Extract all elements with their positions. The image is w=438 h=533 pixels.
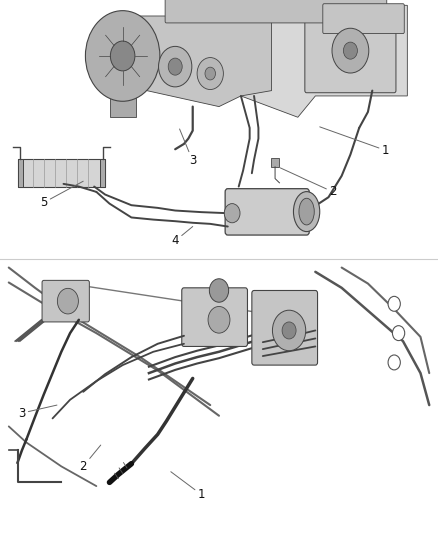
Circle shape (110, 41, 135, 71)
Circle shape (388, 296, 400, 311)
Circle shape (159, 46, 192, 87)
Bar (0, 259, 438, 533)
Text: 2: 2 (79, 445, 101, 473)
Text: 5: 5 (40, 181, 83, 209)
Bar (18, 159, 105, 187)
Circle shape (85, 11, 160, 101)
Text: 3: 3 (180, 129, 196, 167)
Text: 1: 1 (171, 472, 205, 501)
Circle shape (282, 322, 296, 339)
Polygon shape (123, 16, 272, 107)
Bar (271, 158, 279, 167)
Circle shape (388, 355, 400, 370)
Circle shape (224, 204, 240, 223)
Circle shape (209, 279, 229, 302)
FancyBboxPatch shape (42, 280, 89, 322)
Circle shape (343, 42, 357, 59)
Circle shape (168, 58, 182, 75)
Circle shape (57, 288, 78, 314)
Ellipse shape (293, 191, 320, 231)
Polygon shape (241, 5, 407, 117)
Circle shape (197, 58, 223, 90)
Bar (18, 159, 23, 187)
Text: 4: 4 (171, 227, 193, 247)
FancyBboxPatch shape (323, 4, 404, 34)
FancyBboxPatch shape (165, 0, 387, 23)
Circle shape (272, 310, 306, 351)
Circle shape (332, 28, 369, 73)
Bar (0, 0, 438, 259)
Text: 2: 2 (280, 168, 337, 198)
Bar (100, 159, 105, 187)
Circle shape (392, 326, 405, 341)
FancyBboxPatch shape (182, 288, 247, 346)
FancyBboxPatch shape (305, 9, 396, 93)
FancyBboxPatch shape (225, 189, 309, 235)
Ellipse shape (299, 198, 314, 225)
Text: 1: 1 (320, 127, 389, 157)
Text: 3: 3 (18, 405, 57, 419)
Bar (110, 96, 136, 117)
FancyBboxPatch shape (252, 290, 318, 365)
Circle shape (208, 306, 230, 333)
Circle shape (205, 67, 215, 80)
